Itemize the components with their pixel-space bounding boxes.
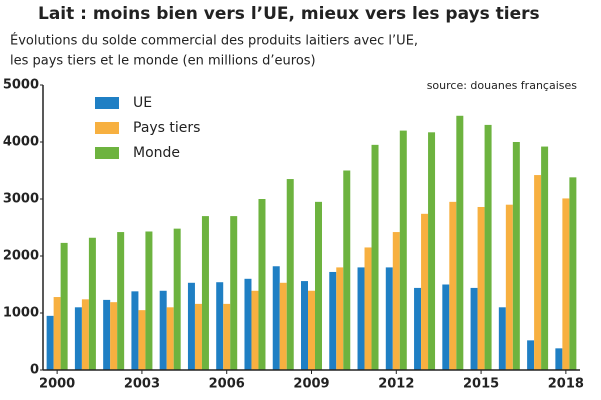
bar: [201, 216, 209, 370]
legend-label: Pays tiers: [133, 120, 200, 136]
bar: [329, 271, 337, 370]
bar: [60, 242, 68, 370]
bar: [456, 115, 464, 370]
x-tick-label: 2000: [39, 377, 75, 392]
bar: [569, 177, 577, 370]
bar: [555, 348, 563, 370]
bar: [421, 213, 429, 370]
bar: [343, 170, 351, 370]
bar: [562, 198, 570, 370]
bar: [279, 282, 287, 370]
bar: [336, 267, 344, 370]
bar: [541, 146, 549, 370]
bar: [117, 232, 125, 370]
bar: [315, 201, 322, 370]
y-tick-label: 5000: [3, 78, 39, 93]
legend-label: UE: [133, 95, 152, 111]
bar: [442, 284, 450, 370]
bar: [258, 199, 266, 370]
bar: [527, 340, 535, 370]
chart-title: Lait : moins bien vers l’UE, mieux vers …: [38, 4, 540, 24]
x-tick-label: 2018: [548, 377, 584, 392]
bar: [216, 282, 224, 370]
bar: [131, 291, 139, 370]
bar: [512, 142, 520, 370]
bar: [88, 237, 96, 370]
bar: [470, 287, 478, 370]
bar: [53, 297, 61, 370]
bar: [286, 179, 294, 370]
bar: [110, 302, 118, 370]
legend-swatch: [95, 122, 119, 134]
bar: [414, 287, 422, 370]
legend-swatch: [95, 97, 119, 109]
bar: [194, 303, 202, 370]
bar: [81, 299, 89, 370]
bar: [477, 206, 485, 370]
bar: [272, 266, 280, 370]
bar: [399, 130, 407, 370]
bar: [138, 310, 146, 370]
bar: [484, 124, 492, 371]
y-tick-label: 3000: [3, 192, 39, 207]
bar: [145, 231, 153, 370]
y-tick-label: 4000: [3, 135, 39, 150]
x-tick-label: 2003: [124, 377, 160, 392]
legend-swatch: [95, 147, 119, 159]
bar: [223, 303, 231, 370]
bar: [244, 278, 252, 370]
bar: [357, 267, 365, 370]
bar: [187, 282, 195, 370]
legend-label: Monde: [133, 145, 180, 161]
bar: [301, 281, 308, 370]
bar: [159, 290, 167, 370]
bar: [251, 290, 259, 370]
bar: [166, 307, 174, 370]
bar: [46, 315, 54, 370]
bar: [371, 144, 379, 370]
bar: [230, 216, 238, 370]
bar: [103, 299, 111, 370]
source-note: source: douanes françaises: [427, 79, 578, 92]
bar: [392, 232, 400, 370]
x-tick-label: 2009: [293, 377, 329, 392]
bar: [428, 132, 436, 370]
chart-subtitle: Évolutions du solde commercial des produ…: [10, 33, 418, 49]
bar: [385, 267, 393, 370]
bar: [173, 228, 181, 370]
bar: [505, 204, 513, 370]
bar: [74, 307, 82, 370]
bar: [364, 247, 372, 370]
bar: [534, 175, 542, 370]
bar: [498, 307, 506, 370]
bar: [449, 201, 457, 370]
bar: [308, 290, 315, 370]
y-tick-label: 2000: [3, 249, 39, 264]
x-tick-label: 2015: [463, 377, 499, 392]
x-tick-label: 2006: [209, 377, 245, 392]
y-tick-label: 1000: [3, 306, 39, 321]
x-tick-label: 2012: [378, 377, 414, 392]
chart-subtitle: les pays tiers et le monde (en millions …: [10, 54, 316, 69]
y-tick-label: 0: [30, 363, 39, 378]
